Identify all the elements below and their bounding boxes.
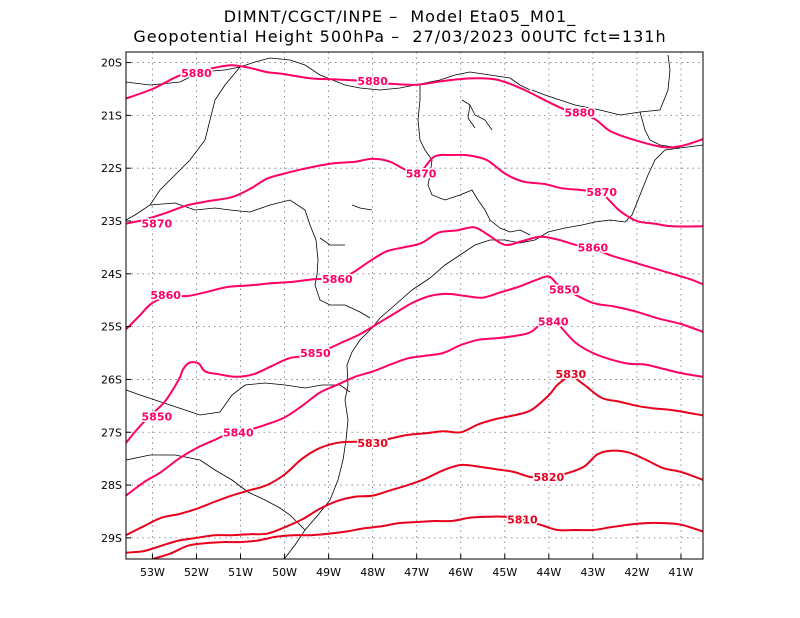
x-tick-label: 45W: [492, 566, 517, 579]
x-tick-label: 47W: [404, 566, 429, 579]
contour-line-5860: [126, 226, 703, 331]
x-axis: 53W 52W 51W 50W 49W 48W 47W 46W 45W 44W 43W 42W 41W: [140, 554, 694, 579]
state-border: [314, 284, 371, 319]
state-border: [126, 454, 306, 531]
contour-label: 5870: [586, 186, 617, 199]
contour-label: 5840: [223, 426, 254, 439]
y-tick-label: 20S: [101, 57, 122, 70]
contour-line-5850: [126, 275, 703, 444]
x-tick-label: 42W: [624, 566, 649, 579]
contour-label: 5880: [564, 107, 595, 120]
contour-label: 5870: [142, 218, 173, 231]
plot-frame: [125, 51, 704, 560]
y-tick-label: 22S: [101, 162, 122, 175]
contour-line-5820: [126, 449, 703, 554]
contour-label: 5850: [300, 347, 331, 360]
x-tick-label: 46W: [448, 566, 473, 579]
x-tick-label: 53W: [140, 566, 165, 579]
contour-label: 5810: [507, 513, 538, 526]
x-tick-label: 49W: [316, 566, 341, 579]
contour-line-5840: [126, 317, 703, 497]
contour-label: 5860: [322, 273, 353, 286]
x-tick-label: 43W: [580, 566, 605, 579]
x-tick-label: 48W: [360, 566, 385, 579]
y-tick-label: 23S: [101, 215, 122, 228]
state-border: [531, 54, 671, 116]
contour-line-5880: [126, 64, 703, 149]
contour-lines: [126, 64, 703, 559]
contour-label: 5880: [181, 67, 212, 80]
contour-labels: 5880 5880 5880 5870 5870 5870 5860 5860 5860 5850…: [140, 66, 619, 528]
reservoir: [319, 204, 373, 246]
y-tick-label: 24S: [101, 268, 122, 281]
contour-label: 5880: [357, 75, 388, 88]
contour-label: 5870: [406, 167, 437, 180]
x-tick-label: 44W: [536, 566, 561, 579]
y-tick-label: 25S: [101, 321, 122, 334]
state-border: [149, 199, 319, 286]
chart-title-line-2: Geopotential Height 500hPa – 27/03/2023 …: [133, 27, 667, 46]
contour-label: 5860: [578, 241, 609, 254]
y-axis: 20S 21S 22S 23S 24S 25S 26S 27S 28S 29S: [101, 57, 131, 545]
reservoir: [461, 99, 493, 131]
contour-label: 5850: [142, 410, 173, 423]
state-border: [417, 84, 531, 236]
contour-line-5870: [126, 153, 703, 228]
x-tick-label: 51W: [228, 566, 253, 579]
contour-line-5810: [152, 515, 703, 559]
state-border: [126, 382, 351, 416]
state-border: [126, 57, 531, 91]
gridlines: [126, 52, 703, 559]
contour-label: 5830: [357, 437, 388, 450]
chart-title-line-1: DIMNT/CGCT/INPE – Model Eta05_M01_: [223, 7, 577, 26]
y-tick-label: 21S: [101, 109, 122, 122]
y-tick-label: 26S: [101, 373, 122, 386]
contour-label: 5840: [538, 315, 569, 328]
y-tick-label: 29S: [101, 532, 122, 545]
x-tick-label: 50W: [272, 566, 297, 579]
x-tick-label: 41W: [669, 566, 694, 579]
x-tick-label: 52W: [184, 566, 209, 579]
state-border: [639, 111, 681, 149]
contour-label: 5820: [534, 471, 565, 484]
contour-line-5830: [126, 375, 703, 537]
state-border: [126, 66, 241, 221]
contour-label: 5830: [556, 368, 587, 381]
y-tick-label: 27S: [101, 426, 122, 439]
contour-label: 5860: [150, 289, 181, 302]
contour-label: 5850: [549, 284, 580, 297]
y-tick-label: 28S: [101, 479, 122, 492]
